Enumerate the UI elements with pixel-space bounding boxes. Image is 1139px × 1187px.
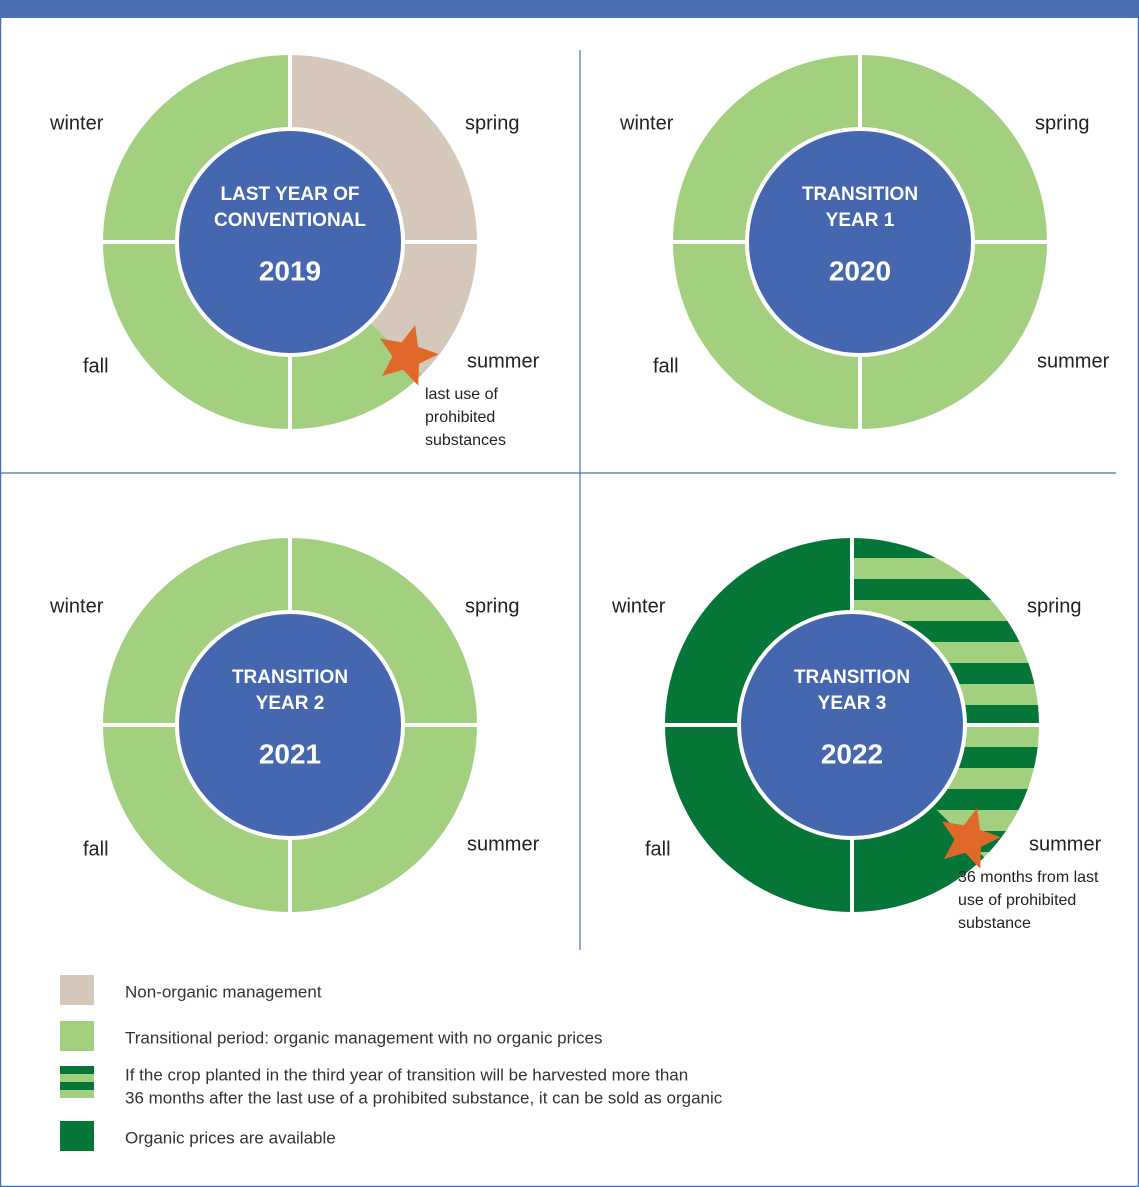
center-title: YEAR 3 [818, 693, 887, 714]
center-year: 2021 [259, 738, 321, 769]
note: substances [425, 432, 506, 449]
note: prohibited [425, 409, 495, 426]
season-label: fall [83, 838, 109, 860]
center-disc [745, 127, 975, 357]
legend-swatch [60, 1121, 94, 1151]
ring-segment [860, 55, 1047, 242]
panel: TRANSITION YEAR 3 2022 winter spring fall summ… [611, 536, 1102, 932]
ring-segment [931, 725, 1039, 858]
season-label: winter [49, 595, 104, 617]
legend-swatch [60, 1090, 94, 1098]
season-label: summer [1037, 350, 1110, 372]
ring-segment [103, 538, 290, 725]
ring-segment [665, 725, 852, 912]
ring-segment [369, 242, 477, 375]
legend-label: Organic prices are available [125, 1128, 336, 1147]
ring-segment [103, 242, 290, 429]
season-label: winter [619, 112, 674, 134]
star [380, 324, 439, 386]
season-label: fall [83, 355, 109, 377]
legend-label: Non-organic management [125, 982, 322, 1001]
season-label: spring [1027, 595, 1081, 617]
legend-label: If the crop planted in the third year of… [125, 1065, 688, 1084]
center-year: 2020 [829, 255, 891, 286]
season-label: winter [611, 595, 666, 617]
ring-segment [103, 725, 290, 912]
center-title: CONVENTIONAL [214, 210, 366, 231]
ring-segment [665, 538, 852, 725]
panel: TRANSITION YEAR 1 2020 winter spring fall summ… [619, 53, 1110, 431]
star [942, 807, 1001, 869]
ring-segment [673, 242, 860, 429]
top-bar [0, 0, 1139, 18]
panel: LAST YEAR OF CONVENTIONAL 2019 winter spring… [49, 53, 540, 449]
legend-swatch [60, 1074, 94, 1082]
legend-swatch [60, 1082, 94, 1090]
note: substance [958, 915, 1031, 932]
ring-segment [290, 725, 477, 912]
ring-segment [673, 55, 860, 242]
ring-segment [290, 55, 477, 242]
center-disc [175, 610, 405, 840]
legend-swatch [60, 975, 94, 1005]
ring-segment [290, 538, 477, 725]
panel: TRANSITION YEAR 2 2021 winter spring fall summ… [49, 536, 540, 914]
season-label: fall [653, 355, 679, 377]
ring-segment [852, 538, 1039, 725]
legend-swatch [60, 1021, 94, 1051]
note: last use of [425, 386, 498, 403]
ring-segment [103, 55, 290, 242]
center-title: TRANSITION [232, 667, 348, 688]
center-title: TRANSITION [794, 667, 910, 688]
center-title: TRANSITION [802, 184, 918, 205]
note: 36 months from last [958, 869, 1099, 886]
center-disc [737, 610, 967, 840]
season-label: winter [49, 112, 104, 134]
center-title: YEAR 2 [256, 693, 325, 714]
season-label: spring [465, 595, 519, 617]
note: use of prohibited [958, 892, 1076, 909]
season-label: spring [1035, 112, 1089, 134]
season-label: summer [467, 833, 540, 855]
season-label: summer [1029, 833, 1102, 855]
center-disc [175, 127, 405, 357]
season-label: spring [465, 112, 519, 134]
season-label: summer [467, 350, 540, 372]
season-label: fall [645, 838, 671, 860]
center-year: 2019 [259, 255, 321, 286]
legend-label: 36 months after the last use of a prohib… [125, 1088, 723, 1107]
ring-segment [860, 242, 1047, 429]
center-year: 2022 [821, 738, 883, 769]
center-title: YEAR 1 [826, 210, 895, 231]
center-title: LAST YEAR OF [221, 184, 360, 205]
legend-label: Transitional period: organic management … [125, 1028, 603, 1047]
legend-swatch [60, 1066, 94, 1074]
